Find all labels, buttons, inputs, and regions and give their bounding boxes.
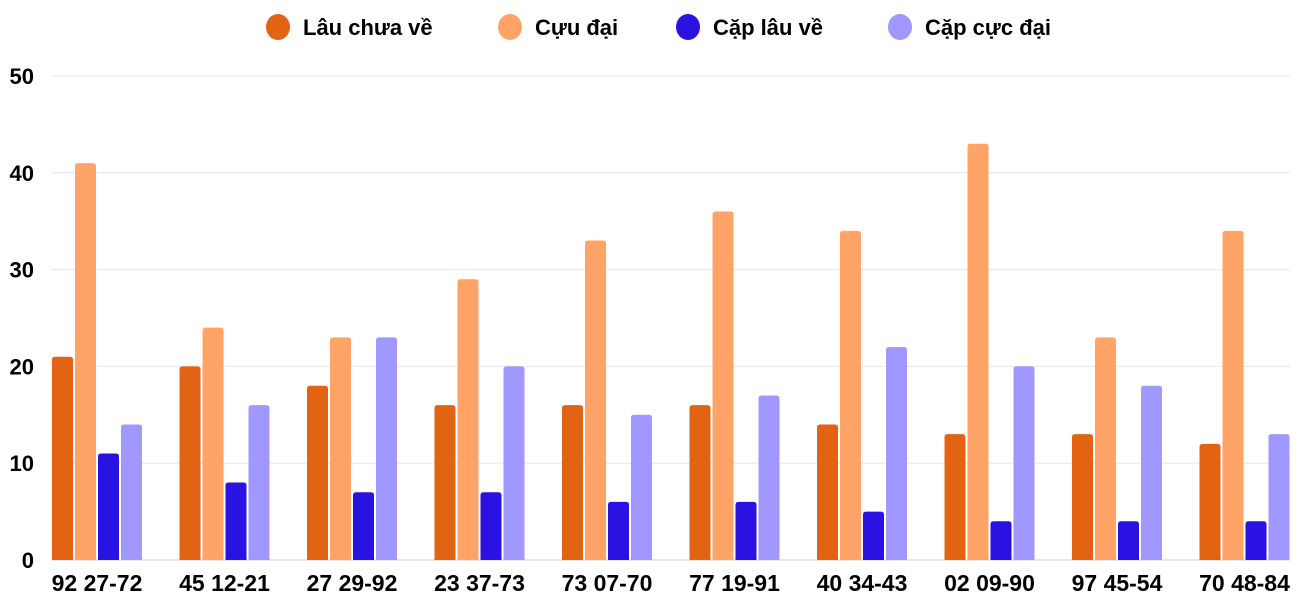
bar	[353, 492, 374, 560]
x-tick-label: 45 12-21	[179, 570, 270, 596]
legend: Lâu chưa về Cựu đại Cặp lâu về Cặp cực đại	[266, 14, 1051, 40]
bar	[886, 347, 907, 560]
legend-label: Lâu chưa về	[303, 15, 433, 40]
legend-marker	[676, 14, 700, 40]
bar	[52, 356, 73, 560]
legend-label: Cựu đại	[535, 15, 618, 40]
bar	[1222, 230, 1244, 560]
bar	[503, 366, 525, 560]
bar	[840, 230, 861, 560]
legend-marker	[498, 14, 522, 40]
bar	[1268, 434, 1290, 560]
x-tick-label: 77 19-91	[689, 570, 780, 596]
x-tick-label: 02 09-90	[944, 570, 1035, 596]
bar	[608, 501, 629, 560]
bar	[75, 163, 96, 560]
legend-label: Cặp lâu về	[713, 15, 823, 40]
legend-label: Cặp cực đại	[925, 15, 1051, 40]
bar	[562, 405, 583, 560]
bar	[202, 327, 224, 560]
bar	[121, 424, 142, 560]
bar	[434, 405, 456, 560]
x-tick-label: 92 27-72	[52, 570, 143, 596]
legend-marker	[888, 14, 912, 40]
y-tick-label: 30	[10, 258, 34, 283]
x-axis: 92 27-72 45 12-21 27 29-92 23 37-73 73 07-70…	[52, 570, 1291, 596]
y-tick-label: 10	[10, 451, 34, 476]
x-tick-label: 73 07-70	[562, 570, 653, 596]
y-axis: 0 10 20 30 40 50	[10, 64, 34, 573]
bar	[712, 211, 734, 560]
bar	[248, 405, 270, 560]
bar	[944, 434, 966, 560]
bar	[480, 492, 502, 560]
y-tick-label: 20	[10, 354, 34, 379]
bar	[1141, 385, 1162, 560]
y-tick-label: 50	[10, 64, 34, 89]
bar	[689, 405, 711, 560]
bar	[1013, 366, 1035, 560]
bar	[863, 511, 884, 560]
bar	[457, 279, 479, 560]
bar	[758, 395, 780, 560]
bar	[1095, 337, 1116, 560]
bar	[1118, 521, 1139, 560]
x-tick-label: 70 48-84	[1199, 570, 1290, 596]
x-tick-label: 27 29-92	[307, 570, 398, 596]
bar	[307, 385, 328, 560]
x-tick-label: 97 45-54	[1072, 570, 1163, 596]
x-tick-label: 40 34-43	[817, 570, 908, 596]
bar	[585, 240, 606, 560]
bar	[1199, 443, 1221, 560]
bar	[179, 366, 201, 560]
x-tick-label: 23 37-73	[434, 570, 525, 596]
bar	[376, 337, 397, 560]
bar	[225, 482, 247, 560]
bar	[330, 337, 351, 560]
bar	[967, 143, 989, 560]
bar	[1072, 434, 1093, 560]
bar	[817, 424, 838, 560]
bar	[735, 501, 757, 560]
bar	[98, 453, 119, 560]
y-tick-label: 40	[10, 161, 34, 186]
bars	[52, 143, 1290, 560]
bar	[1245, 521, 1267, 560]
bar	[631, 414, 652, 560]
bar	[990, 521, 1012, 560]
legend-marker	[266, 14, 290, 40]
y-tick-label: 0	[22, 548, 34, 573]
